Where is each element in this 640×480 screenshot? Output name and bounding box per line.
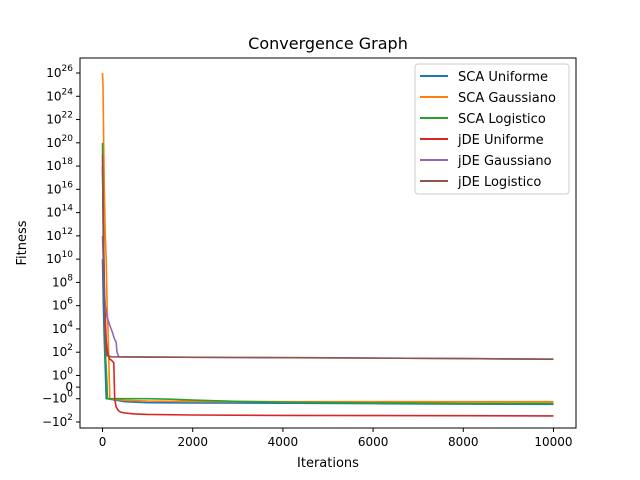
y-tick-label: 1026 bbox=[46, 64, 73, 80]
legend: SCA Uniforme SCA Gaussiano SCA Logistico jD… bbox=[414, 63, 570, 195]
x-tick-label: 2000 bbox=[177, 435, 208, 449]
legend-label: jDE Logistico bbox=[457, 175, 541, 190]
legend-label: jDE Gaussiano bbox=[457, 154, 552, 169]
y-tick-label: 1020 bbox=[46, 134, 73, 150]
y-tick-label: 1010 bbox=[46, 250, 73, 266]
series-lines bbox=[101, 72, 554, 417]
y-axis-label: Fitness bbox=[15, 220, 30, 265]
x-tick-label: 6000 bbox=[358, 435, 389, 449]
series-line-jde-logistico bbox=[101, 154, 554, 360]
legend-frame bbox=[414, 63, 570, 195]
legend-label: SCA Gaussiano bbox=[458, 91, 556, 106]
y-tick-label: 104 bbox=[52, 320, 73, 336]
x-tick-label: 8000 bbox=[448, 435, 479, 449]
x-tick-label: 10000 bbox=[534, 435, 572, 449]
series-line-jde-gaussiano bbox=[101, 235, 554, 360]
chart-title: Convergence Graph bbox=[248, 34, 408, 53]
y-tick-label: 100 bbox=[52, 366, 73, 382]
y-tick-label: 1022 bbox=[46, 111, 73, 127]
legend-label: jDE Uniforme bbox=[457, 133, 544, 148]
y-tick-label: 108 bbox=[52, 273, 73, 289]
y-tick-label: 0 bbox=[65, 380, 73, 394]
y-tick-label: 1018 bbox=[46, 157, 73, 173]
series-line-sca-uniforme bbox=[101, 259, 554, 406]
y-tick-label: 1014 bbox=[46, 204, 73, 220]
plot-frame bbox=[79, 57, 577, 429]
legend-label: SCA Uniforme bbox=[458, 70, 548, 85]
series-line-jde-uniforme bbox=[101, 166, 554, 417]
y-tick-label: −102 bbox=[42, 413, 73, 429]
x-tick-label: 4000 bbox=[268, 435, 299, 449]
x-axis-label: Iterations bbox=[297, 456, 359, 471]
x-tick-label: 0 bbox=[99, 435, 107, 449]
y-tick-label: 102 bbox=[52, 343, 73, 359]
y-tick-label: 106 bbox=[52, 297, 73, 313]
x-axis: 0 2000 4000 6000 8000 10000 bbox=[99, 428, 573, 449]
y-tick-label: 1012 bbox=[46, 227, 73, 243]
y-tick-label: 1024 bbox=[46, 87, 73, 103]
legend-label: SCA Logistico bbox=[458, 112, 546, 127]
y-tick-label: 1016 bbox=[46, 180, 73, 196]
y-tick-label: −100 bbox=[42, 390, 73, 406]
